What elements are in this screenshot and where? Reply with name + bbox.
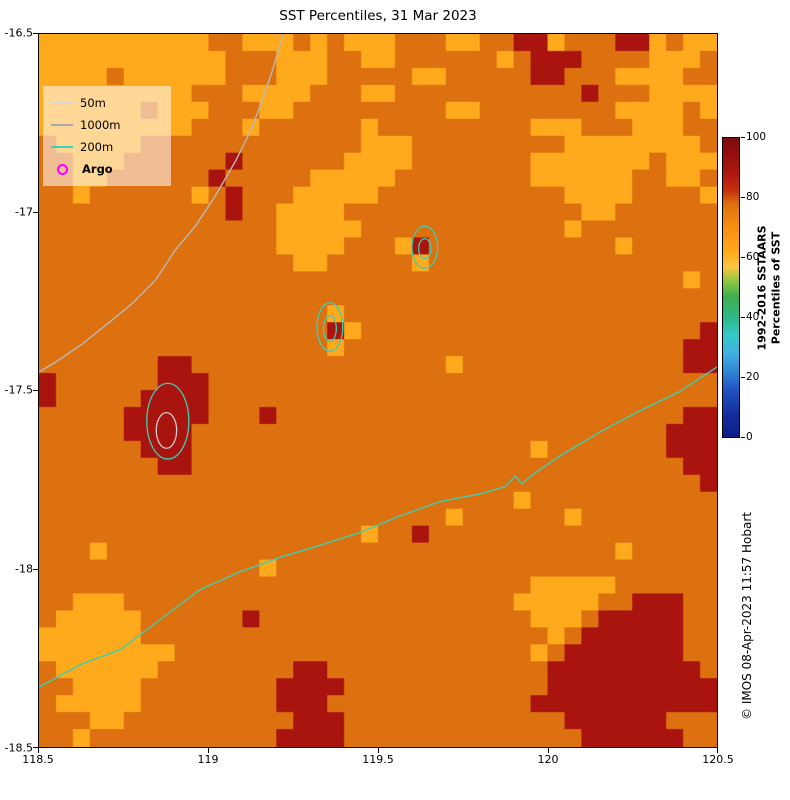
y-tick-label: -17 <box>15 205 33 219</box>
x-tick-mark <box>717 748 718 753</box>
legend-item-50m: 50m <box>51 92 171 114</box>
y-tick-mark <box>33 212 38 213</box>
colorbar-label-line1: 1992-2016 SSTAARS <box>755 225 769 351</box>
copyright-text: © IMOS 08-Apr-2023 11:57 Hobart <box>740 512 754 720</box>
y-tick-mark <box>33 569 38 570</box>
colorbar-label: 1992-2016 SSTAARS Percentiles of SST <box>755 225 783 350</box>
contour-overlay <box>39 34 717 747</box>
colorbar-tick-label: 40 <box>746 311 760 323</box>
y-tick-mark <box>33 33 38 34</box>
x-tick-label: 120.5 <box>702 753 734 766</box>
y-tick-label: -18.5 <box>4 741 33 755</box>
colorbar-tick-mark <box>741 317 745 318</box>
colorbar-tick-mark <box>741 437 745 438</box>
x-tick-mark <box>38 748 39 753</box>
y-tick-label: -17.5 <box>4 383 33 397</box>
chart-title: SST Percentiles, 31 Mar 2023 <box>279 8 477 24</box>
y-tick-mark <box>33 747 38 748</box>
contour-line-swatch-icon <box>51 124 73 126</box>
legend-item-1000m: 1000m <box>51 114 171 136</box>
x-tick-mark <box>548 748 549 753</box>
legend-item-argo: Argo <box>51 158 171 180</box>
contour-line-swatch-icon <box>51 146 73 148</box>
colorbar-tick-mark <box>741 197 745 198</box>
map-plot: 50m 1000m 200m Argo <box>38 33 718 748</box>
legend-label: Argo <box>82 162 113 176</box>
map-legend: 50m 1000m 200m Argo <box>43 86 171 186</box>
colorbar-tick-label: 80 <box>746 191 760 203</box>
colorbar-tick-label: 0 <box>746 431 753 443</box>
x-tick-label: 118.5 <box>22 753 54 766</box>
contour-line-swatch-icon <box>51 102 73 104</box>
legend-item-200m: 200m <box>51 136 171 158</box>
y-tick-label: -16.5 <box>4 26 33 40</box>
x-tick-mark <box>378 748 379 753</box>
colorbar-tick-mark <box>741 377 745 378</box>
colorbar-tick-mark <box>741 137 745 138</box>
x-tick-mark <box>208 748 209 753</box>
x-tick-label: 120 <box>537 753 559 766</box>
colorbar-tick-label: 100 <box>746 131 767 143</box>
colorbar-tick-label: 20 <box>746 371 760 383</box>
legend-label: 200m <box>80 140 114 154</box>
colorbar <box>722 137 740 438</box>
x-tick-label: 119.5 <box>362 753 394 766</box>
y-tick-mark <box>33 390 38 391</box>
legend-label: 1000m <box>80 118 121 132</box>
colorbar-tick-label: 60 <box>746 251 760 263</box>
argo-marker-icon <box>57 163 68 175</box>
legend-label: 50m <box>80 96 106 110</box>
colorbar-gradient <box>723 138 739 437</box>
colorbar-label-line2: Percentiles of SST <box>769 231 782 345</box>
y-tick-label: -18 <box>15 562 33 576</box>
x-tick-label: 119 <box>197 753 219 766</box>
colorbar-tick-mark <box>741 257 745 258</box>
